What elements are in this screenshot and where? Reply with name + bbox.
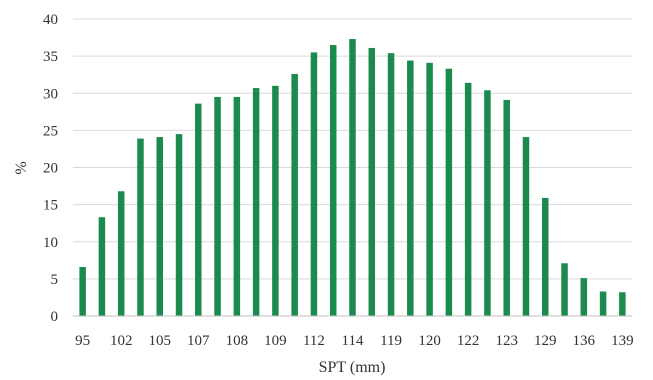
x-tick-label: 129 [534,333,557,349]
x-tick-label: 119 [380,333,402,349]
bar [310,52,318,316]
x-tick-label: 109 [264,333,287,349]
y-tick-label: 20 [43,161,58,177]
y-tick-label: 40 [43,12,58,28]
bar [464,82,472,316]
x-tick-label: 122 [457,333,480,349]
x-tick-label: 108 [226,333,249,349]
x-tick-label: 102 [110,333,133,349]
bar [426,62,433,317]
bar [214,96,221,317]
x-tick-label: 139 [611,333,634,349]
x-tick-label: 120 [418,333,441,349]
x-tick-label: 114 [342,333,364,349]
y-tick-label: 30 [43,86,58,102]
bar [619,292,626,316]
x-tick-label: 105 [148,333,171,349]
y-tick-label: 25 [43,123,58,139]
bar [137,138,144,316]
x-axis-ticks: 95 102 105 107 108 109 112 114 119 120 122 123 129 13… [75,333,633,349]
y-tick-label: 0 [51,309,59,325]
bar [484,90,491,316]
y-tick-label: 5 [51,272,59,288]
bar [79,266,86,316]
y-axis-ticks: 0 5 10 15 20 25 30 35 40 [43,12,58,325]
bar [445,68,453,316]
bar [387,53,395,316]
bar [252,88,260,317]
bar [329,44,337,317]
x-tick-label: 95 [75,333,90,349]
bar [98,217,106,316]
bar [175,134,183,316]
x-tick-label: 136 [573,333,596,349]
x-tick-label: 107 [187,333,210,349]
bar [349,39,356,317]
bar [233,96,241,317]
y-axis-title: % [13,161,30,174]
y-tick-label: 15 [43,198,58,214]
x-axis-title: SPT (mm) [319,359,386,376]
bar [522,137,530,316]
bar [407,60,414,316]
x-tick-label: 112 [303,333,325,349]
x-tick-label: 123 [495,333,518,349]
bar [580,278,588,316]
bar [503,99,510,317]
bar [599,291,607,316]
bar [542,197,549,316]
bars [79,39,626,317]
bar [272,85,279,316]
bar [195,103,202,317]
bar [368,47,376,317]
y-tick-label: 10 [43,235,58,251]
bar [561,263,568,316]
y-tick-label: 35 [43,49,58,65]
bar [156,137,163,316]
bar [117,191,125,316]
bar [291,73,298,316]
